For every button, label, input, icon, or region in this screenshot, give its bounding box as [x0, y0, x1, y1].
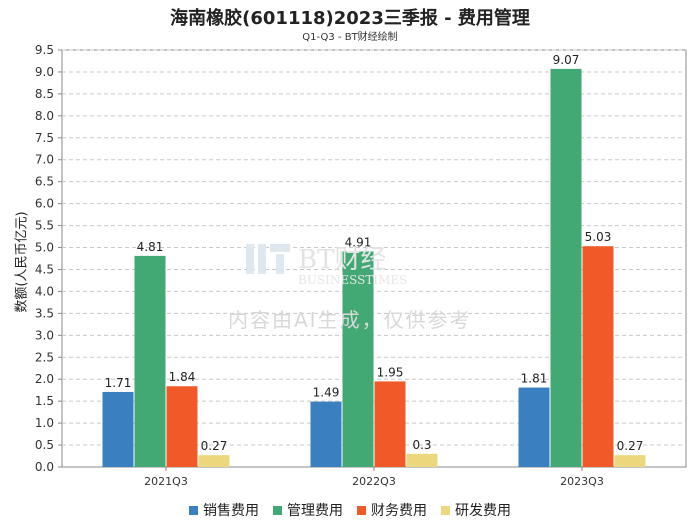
legend-item: 财务费用 [357, 500, 427, 520]
bar [198, 455, 230, 467]
y-tick-label: 8.5 [35, 87, 54, 101]
bar [518, 387, 550, 467]
x-tick-label: 2022Q3 [352, 475, 396, 488]
y-tick-label: 0.5 [35, 438, 54, 452]
y-tick-label: 9.0 [35, 65, 54, 79]
watermark-brand-cn: BT财经 [298, 245, 386, 275]
legend-swatch [357, 505, 366, 515]
bar [582, 246, 614, 467]
legend-label: 管理费用 [287, 503, 343, 519]
chart-legend: 销售费用 管理费用 财务费用 研发费用 [0, 500, 700, 520]
y-tick-label: 1.5 [35, 394, 54, 408]
bar [614, 455, 646, 467]
data-label: 4.91 [345, 235, 372, 249]
data-label: 0.27 [617, 439, 644, 453]
y-tick-label: 4.0 [35, 284, 54, 298]
legend-label: 销售费用 [203, 503, 259, 519]
chart-subtitle: Q1-Q3 - BT财经绘制 [302, 32, 398, 43]
y-tick-label: 3.5 [35, 306, 54, 320]
y-tick-label: 2.0 [35, 372, 54, 386]
legend-label: 财务费用 [371, 503, 427, 519]
data-label: 9.07 [553, 53, 580, 67]
legend-item: 销售费用 [189, 500, 259, 520]
y-tick-label: 6.0 [35, 197, 54, 211]
legend-swatch [189, 505, 198, 515]
data-label: 1.95 [377, 365, 404, 379]
y-tick-label: 4.5 [35, 262, 54, 276]
data-label: 4.81 [137, 240, 164, 254]
y-tick-label: 9.5 [35, 43, 54, 57]
legend-swatch [273, 505, 282, 515]
bar [102, 391, 134, 467]
x-tick-label: 2021Q3 [144, 475, 188, 488]
bar [374, 381, 406, 467]
y-tick-label: 3.0 [35, 328, 54, 342]
bar [166, 386, 198, 467]
watermark-brand-en: BUSINESSTIMES [298, 273, 407, 286]
y-tick-label: 8.0 [35, 109, 54, 123]
y-tick-label: 5.5 [35, 219, 54, 233]
bar [134, 255, 166, 467]
bar [310, 401, 342, 467]
bar [406, 453, 438, 467]
y-tick-label: 0.0 [35, 460, 54, 474]
y-tick-label: 6.5 [35, 175, 54, 189]
legend-label: 研发费用 [455, 503, 511, 519]
data-label: 0.3 [412, 438, 431, 452]
x-tick-label: 2023Q3 [560, 475, 604, 488]
watermark-notice: 内容由AI生成，仅供参考 [228, 308, 472, 332]
data-label: 1.81 [521, 372, 548, 386]
legend-item: 管理费用 [273, 500, 343, 520]
legend-item: 研发费用 [441, 500, 511, 520]
data-label: 0.27 [201, 439, 228, 453]
y-tick-label: 2.5 [35, 350, 54, 364]
data-label: 5.03 [585, 230, 612, 244]
legend-swatch [441, 505, 450, 515]
y-tick-label: 5.0 [35, 241, 54, 255]
y-tick-label: 1.0 [35, 416, 54, 430]
chart-title: 海南橡胶(601118)2023三季报 - 费用管理 [170, 8, 530, 29]
y-tick-label: 7.5 [35, 131, 54, 145]
y-tick-label: 7.0 [35, 153, 54, 167]
data-label: 1.71 [105, 376, 132, 390]
data-label: 1.49 [313, 386, 340, 400]
bar [550, 68, 582, 467]
bar [342, 251, 374, 467]
data-label: 1.84 [169, 370, 196, 384]
